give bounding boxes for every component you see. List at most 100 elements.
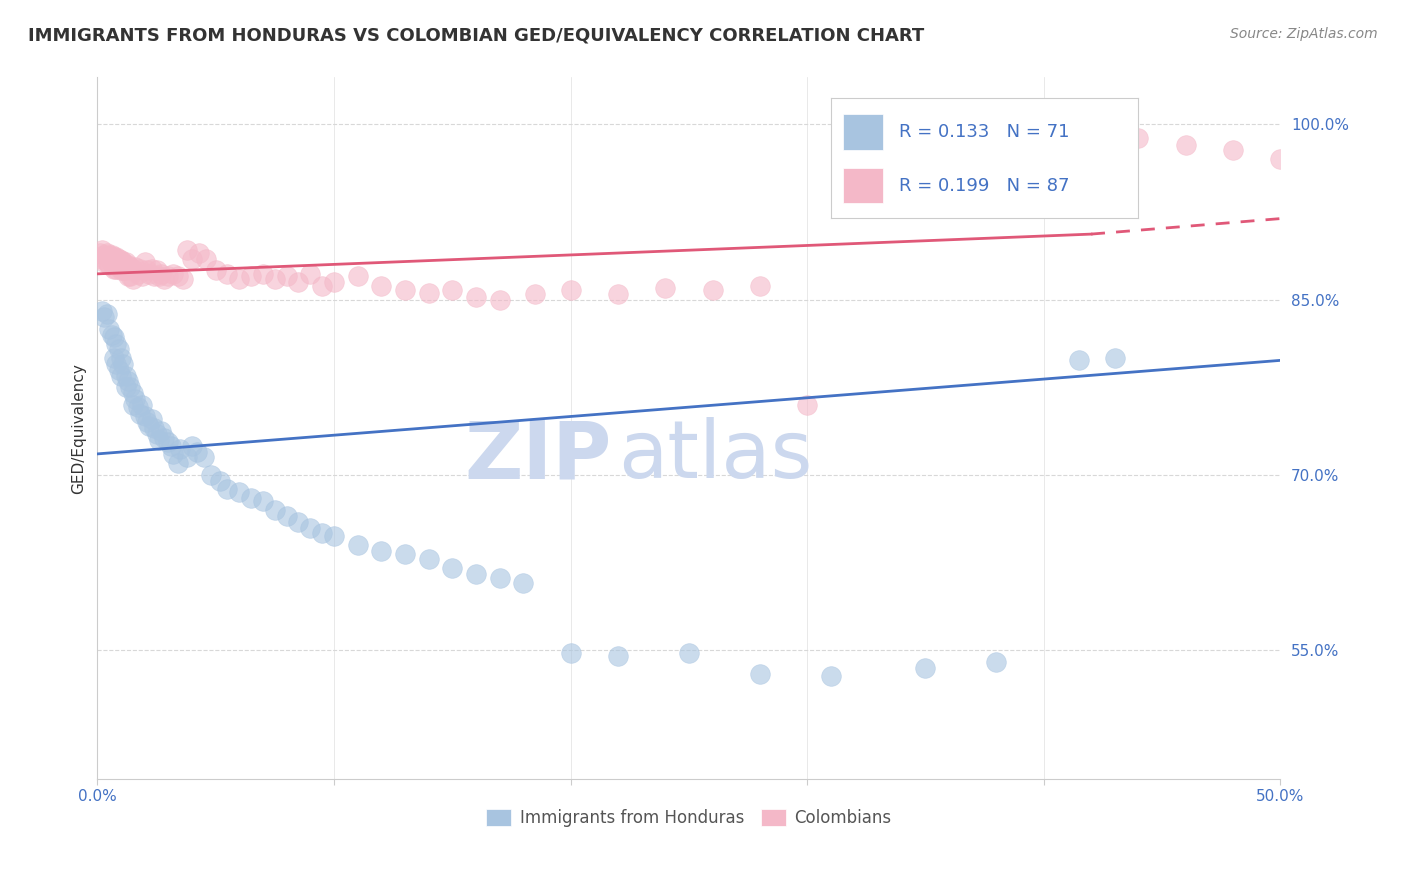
Point [418,552,440,566]
Point [263,271,285,285]
Point [252,267,274,281]
Point [105,337,128,351]
Point [148,433,170,447]
Point [103,351,125,365]
Point [103,330,125,344]
Point [204,263,226,277]
Point [1128,131,1150,145]
Point [129,407,152,421]
Point [346,269,368,284]
Point [464,567,486,582]
Point [606,649,628,664]
Point [138,267,160,281]
Point [141,262,163,277]
Point [488,571,510,585]
Text: IMMIGRANTS FROM HONDURAS VS COLOMBIAN GED/EQUIVALENCY CORRELATION CHART: IMMIGRANTS FROM HONDURAS VS COLOMBIAN GE… [28,27,924,45]
Point [100,255,122,269]
Point [93,310,115,325]
Point [105,262,128,277]
Point [131,269,153,284]
Point [287,275,309,289]
Point [107,252,129,266]
Point [1375,166,1398,180]
Point [323,529,346,543]
Point [195,252,218,266]
Point [997,120,1019,134]
Point [145,427,167,442]
Point [103,251,125,265]
Point [606,286,628,301]
Point [240,269,263,284]
Point [114,380,136,394]
Point [112,263,135,277]
Point [796,398,818,412]
Point [524,286,547,301]
Point [938,117,960,131]
Point [209,474,232,488]
Point [678,646,700,660]
Point [114,255,136,269]
Point [166,456,188,470]
Point [105,357,128,371]
Point [311,526,333,541]
Point [181,252,204,266]
Point [98,258,121,272]
Point [93,248,115,262]
Point [186,444,208,458]
Point [346,538,368,552]
Point [131,398,153,412]
Point [188,245,211,260]
Point [107,260,129,274]
Point [110,368,132,383]
Point [107,362,129,376]
Y-axis label: GED/Equivalency: GED/Equivalency [72,363,86,493]
Legend: Immigrants from Honduras, Colombians: Immigrants from Honduras, Colombians [479,802,898,834]
Point [121,262,143,277]
Point [169,442,191,457]
Point [181,439,204,453]
Point [299,267,322,281]
Point [228,271,250,285]
Point [868,112,890,126]
Point [157,269,180,284]
Point [138,418,160,433]
Point [176,450,198,465]
Point [441,561,464,575]
Point [141,412,163,426]
Point [143,421,166,435]
Point [1174,138,1197,153]
Point [117,269,139,284]
Point [148,269,170,284]
Point [91,252,114,266]
Point [124,392,146,406]
Point [112,255,135,269]
Point [228,485,250,500]
Point [166,269,188,284]
Point [488,293,510,307]
Point [162,447,184,461]
Point [100,327,122,342]
Point [93,255,115,269]
Point [96,255,118,269]
Point [98,248,121,262]
Text: Source: ZipAtlas.com: Source: ZipAtlas.com [1230,27,1378,41]
Point [103,262,125,277]
Point [114,263,136,277]
Point [1104,351,1126,365]
Point [120,380,142,394]
Point [394,548,416,562]
Point [1270,153,1292,167]
Point [136,263,159,277]
Point [370,544,392,558]
Point [323,275,346,289]
Point [98,322,121,336]
Point [654,281,676,295]
Point [145,263,167,277]
Point [120,260,142,274]
Point [134,255,156,269]
Point [240,491,263,506]
Point [152,431,174,445]
Point [512,575,534,590]
Point [914,661,936,675]
Point [121,398,143,412]
